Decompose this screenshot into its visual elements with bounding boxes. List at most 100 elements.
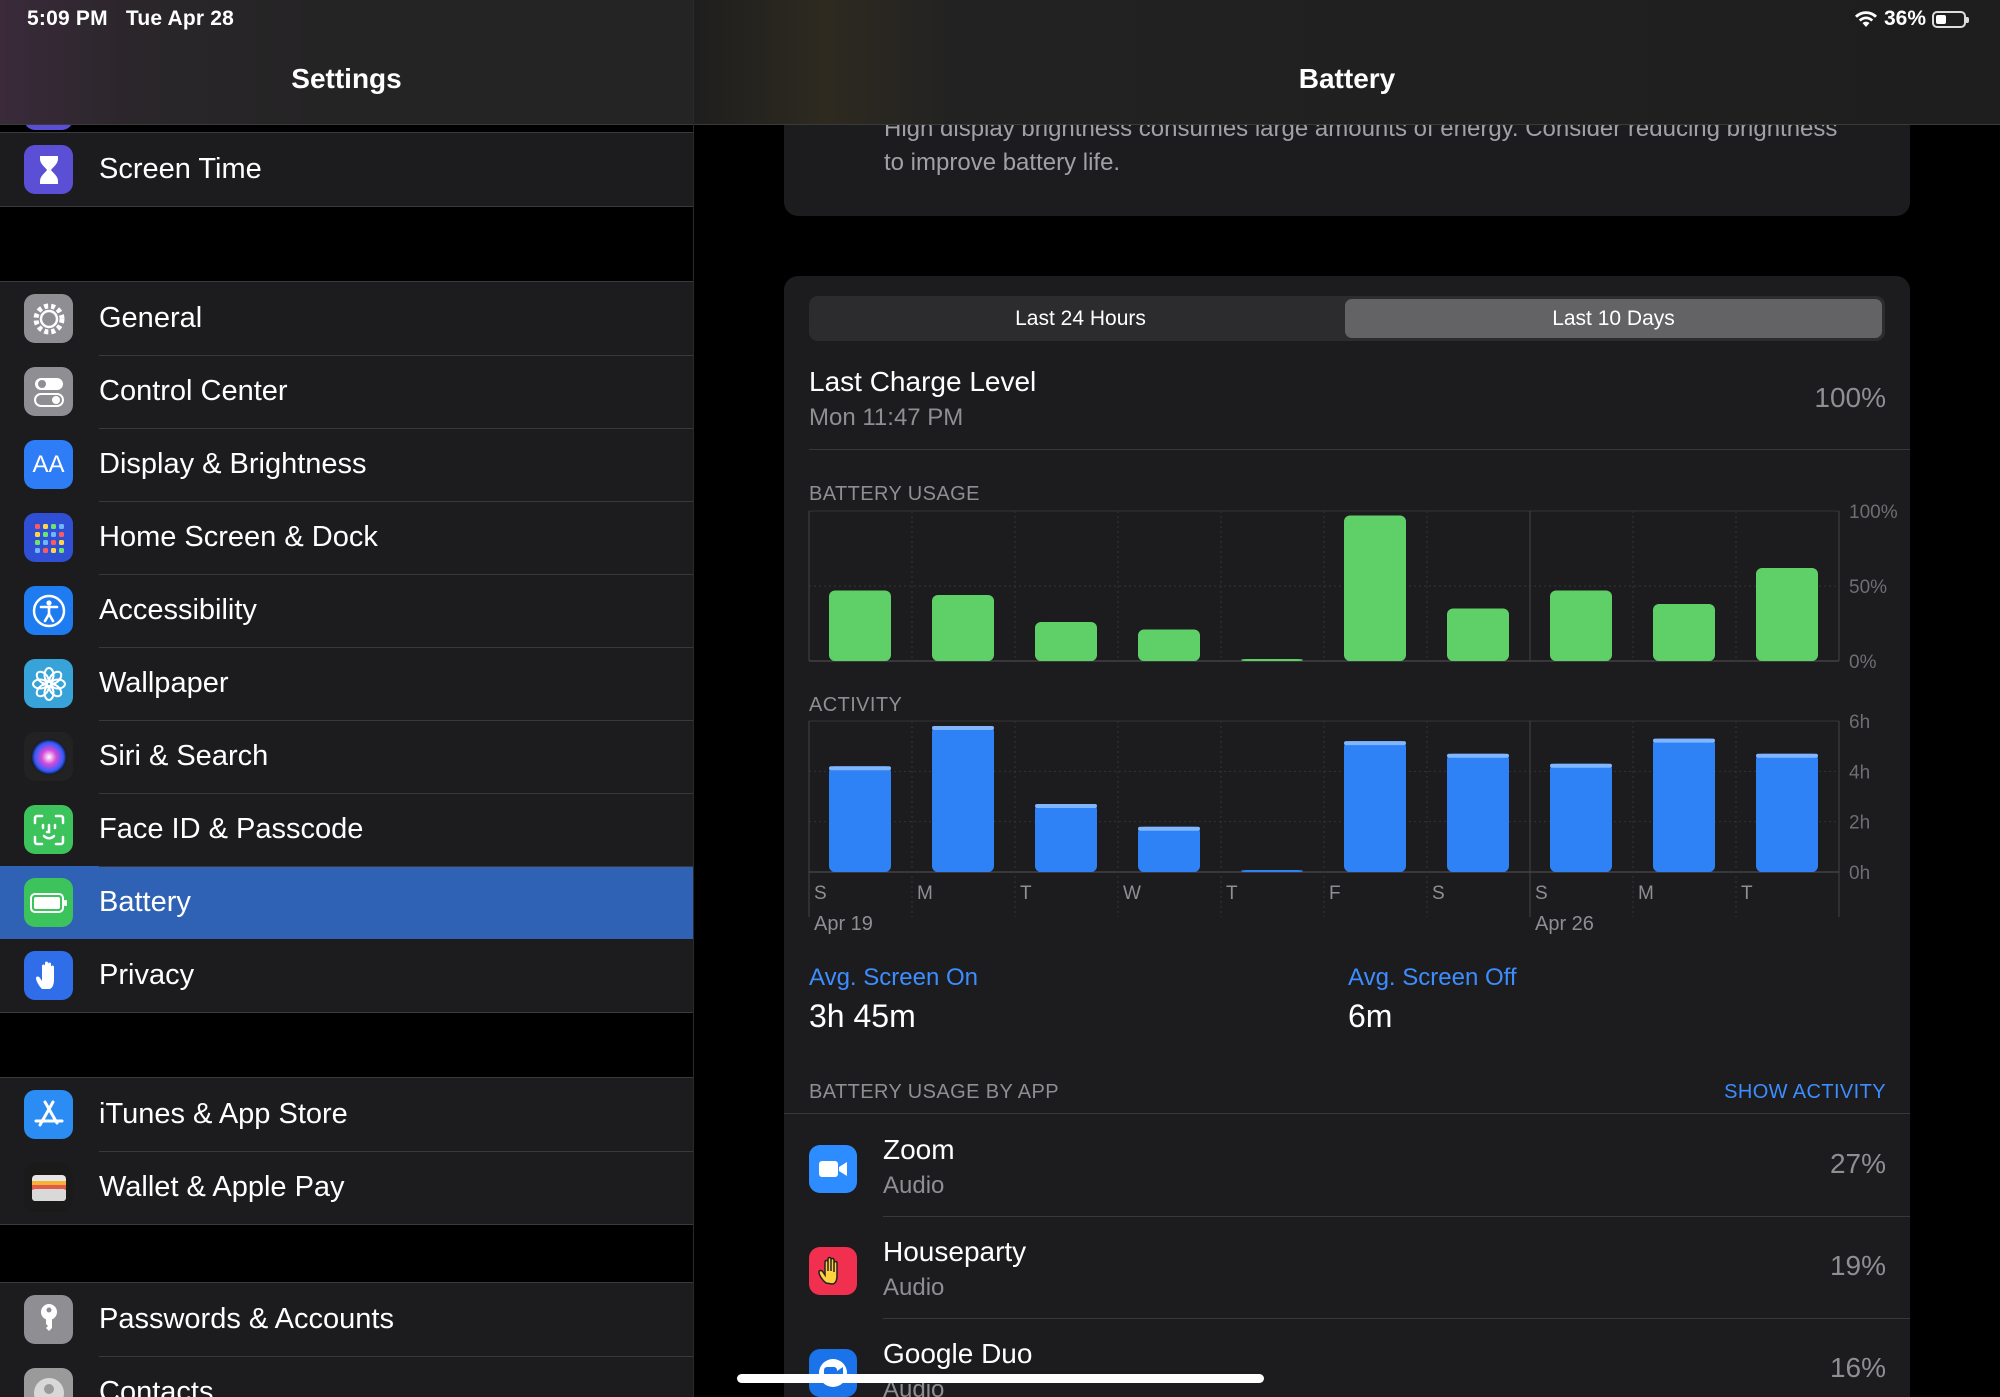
sidebar-item-label: iTunes & App Store	[99, 1098, 348, 1130]
sidebar-item-battery[interactable]: Battery	[0, 866, 693, 939]
show-activity-button[interactable]: SHOW ACTIVITY	[1724, 1081, 1886, 1103]
sidebar-item-contacts[interactable]: Contacts	[0, 1356, 693, 1397]
y-tick-label: 6h	[1849, 712, 1870, 733]
status-time: 5:09 PM Tue Apr 28	[27, 7, 234, 31]
sidebar-item-siri-search[interactable]: Siri & Search	[0, 720, 693, 793]
chart-bar	[1550, 763, 1612, 872]
y-tick-label: 0h	[1849, 863, 1870, 884]
hourglass-icon	[24, 145, 73, 194]
wifi-icon	[1854, 11, 1877, 27]
app-percentage: 16%	[1829, 1352, 1886, 1383]
sidebar-item-label: Face ID & Passcode	[99, 813, 364, 845]
chart-bar	[1344, 515, 1406, 661]
app-usage-row[interactable]: Zoom Audio 27%	[784, 1114, 1910, 1216]
status-date: Tue Apr 28	[125, 7, 235, 30]
google-duo-icon	[809, 1349, 857, 1397]
key-icon	[24, 1295, 73, 1344]
text-size-icon: AA	[24, 440, 73, 489]
chart-bar-highlight	[829, 766, 891, 771]
chart-bar	[1653, 738, 1715, 872]
chart-bar	[932, 726, 994, 872]
sidebar-item-label: Home Screen & Dock	[99, 521, 378, 553]
houseparty-icon	[809, 1247, 857, 1295]
segment-last-24-hours[interactable]: Last 24 Hours	[1015, 306, 1146, 330]
sidebar-title: Settings	[291, 63, 402, 94]
chart-bar-highlight	[932, 726, 994, 731]
chart-bar-highlight	[1756, 753, 1818, 758]
chart-bar	[1756, 568, 1818, 661]
by-app-divider	[784, 1113, 1910, 1114]
sidebar-group: Screen Time	[0, 132, 693, 207]
chart-bar-highlight	[1138, 826, 1200, 831]
usage-charts: 100% 50% 0% 6h 4h 2h 0h S M T W T F S S M T Apr 19 Apr 26	[808, 502, 1898, 935]
chart-bar-highlight	[1447, 753, 1509, 758]
sidebar-item-label: Passwords & Accounts	[99, 1303, 394, 1335]
detail-title: Battery	[1298, 63, 1396, 94]
chart-bar	[1035, 622, 1097, 661]
activity-label: ACTIVITY	[809, 694, 903, 716]
x-date-label: Apr 19	[814, 913, 873, 935]
chart-bar-highlight	[1653, 738, 1715, 743]
sidebar-item-passwords-accounts[interactable]: Passwords & Accounts	[0, 1283, 693, 1356]
chart-bar	[1550, 590, 1612, 661]
status-battery-pct: 36%	[1883, 7, 1926, 30]
last-charge-time: Mon 11:47 PM	[809, 404, 964, 431]
app-percentage: 27%	[1829, 1148, 1886, 1179]
chart-bar	[829, 766, 891, 872]
sidebar-item-privacy[interactable]: Privacy	[0, 939, 693, 1012]
sidebar-item-face-id-passcode[interactable]: Face ID & Passcode	[0, 793, 693, 866]
settings-sidebar: Settings Screen Time General Control Cente…	[0, 0, 694, 1397]
hand-icon	[24, 951, 73, 1000]
segment-last-10-days[interactable]: Last 10 Days	[1345, 299, 1882, 338]
x-tick-label: M	[917, 883, 933, 904]
app-name: Google Duo	[883, 1338, 1033, 1369]
chart-bar	[1756, 753, 1818, 872]
chart-bar	[829, 590, 891, 661]
avg-screen-on-value: 3h 45m	[809, 998, 916, 1034]
sidebar-item-itunes-app-store[interactable]: iTunes & App Store	[0, 1078, 693, 1151]
chart-bar-highlight	[1035, 804, 1097, 809]
sidebar-item-wallpaper[interactable]: Wallpaper	[0, 647, 693, 720]
chart-bar	[1447, 753, 1509, 872]
sidebar-group: Passwords & Accounts Contacts	[0, 1282, 693, 1397]
x-tick-label: F	[1329, 883, 1341, 904]
chart-bar	[1138, 629, 1200, 661]
avg-screen-on-label: Avg. Screen On	[809, 964, 978, 991]
last-charge-divider	[809, 449, 1910, 450]
x-tick-label: T	[1020, 883, 1032, 904]
app-usage-row[interactable]: Google Duo Audio 16%	[784, 1318, 1910, 1397]
sidebar-item-label: Display & Brightness	[99, 448, 367, 480]
sidebar-item-label: Accessibility	[99, 594, 257, 626]
chart-bar	[1241, 659, 1303, 661]
app-percentage: 19%	[1829, 1250, 1886, 1281]
x-tick-label: M	[1638, 883, 1654, 904]
app-store-icon	[24, 1090, 73, 1139]
avg-screen-off-label: Avg. Screen Off	[1348, 964, 1517, 991]
sidebar-item-screen-time[interactable]: Screen Time	[0, 133, 693, 206]
battery-level-icon	[1932, 10, 1969, 28]
sidebar-item-display-brightness[interactable]: AA Display & Brightness	[0, 428, 693, 501]
toggles-icon	[24, 367, 73, 416]
siri-icon	[24, 732, 73, 781]
y-tick-label: 50%	[1849, 577, 1887, 598]
sidebar-item-wallet-apple-pay[interactable]: Wallet & Apple Pay	[0, 1151, 693, 1224]
sidebar-item-accessibility[interactable]: Accessibility	[0, 574, 693, 647]
y-tick-label: 2h	[1849, 813, 1870, 834]
accessibility-icon	[24, 586, 73, 635]
chart-bar	[1447, 608, 1509, 661]
sidebar-item-general[interactable]: General	[0, 282, 693, 355]
y-tick-label: 0%	[1849, 652, 1877, 673]
chart-bar-highlight	[1344, 741, 1406, 746]
sidebar-item-label: Contacts	[99, 1376, 214, 1397]
x-tick-label: W	[1123, 883, 1141, 904]
chart-bar	[1035, 804, 1097, 872]
sidebar-item-control-center[interactable]: Control Center	[0, 355, 693, 428]
sidebar-item-home-screen-dock[interactable]: Home Screen & Dock	[0, 501, 693, 574]
app-usage-row[interactable]: Houseparty Audio 19%	[784, 1216, 1910, 1318]
sidebar-item-label: Privacy	[99, 959, 195, 991]
app-name: Zoom	[883, 1134, 955, 1165]
home-indicator[interactable]	[737, 1374, 1264, 1383]
sidebar-header: Settings	[0, 0, 693, 125]
chart-bar	[1241, 870, 1303, 872]
sidebar-item-label: Wallpaper	[99, 667, 229, 699]
